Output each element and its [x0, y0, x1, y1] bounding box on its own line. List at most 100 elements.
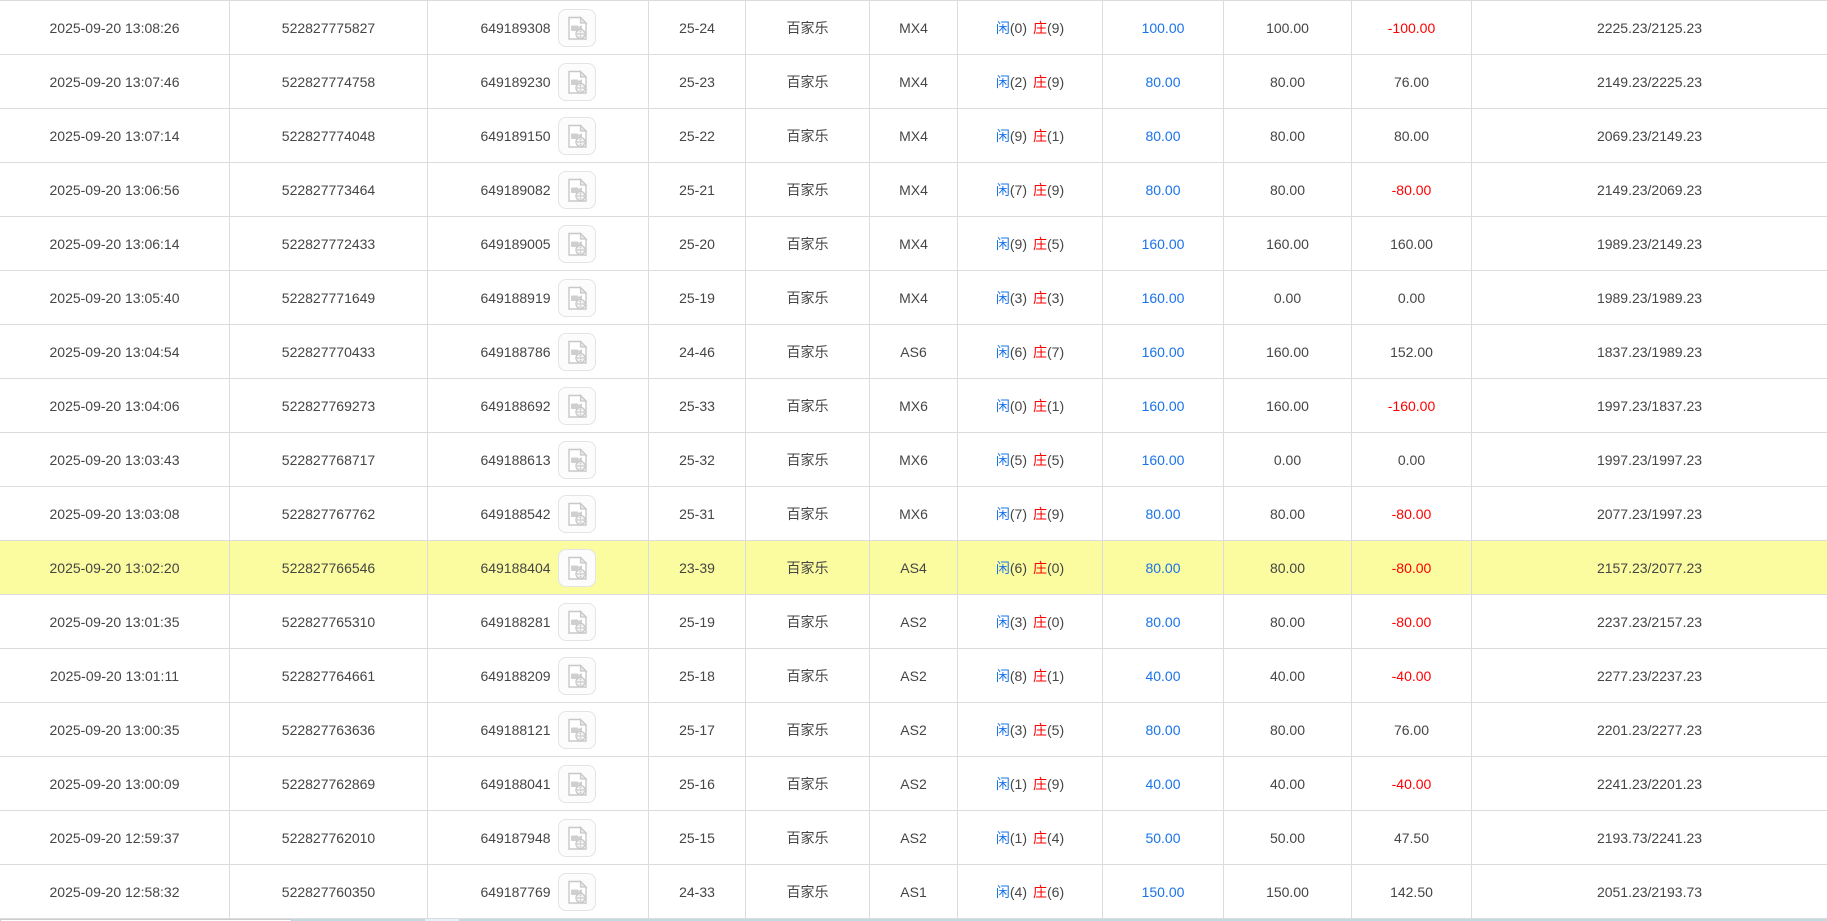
- video-replay-button[interactable]: [557, 278, 596, 317]
- cell-result: 闲 (0) 庄 (1): [958, 379, 1103, 432]
- player-score: (0): [1009, 19, 1027, 36]
- banker-label: 庄: [1033, 667, 1047, 684]
- banker-label: 庄: [1033, 829, 1047, 846]
- cell-table-code: MX6: [870, 433, 958, 486]
- player-label: 闲: [995, 181, 1010, 198]
- video-replay-button[interactable]: [557, 602, 596, 641]
- cell-game-name: 百家乐: [746, 595, 870, 648]
- cell-result: 闲 (6) 庄 (7): [958, 325, 1103, 378]
- video-replay-button[interactable]: [557, 224, 596, 263]
- cell-win-loss: 76.00: [1352, 703, 1472, 756]
- table-row[interactable]: 2025-09-20 13:01:11 522827764661 649188209…: [0, 649, 1827, 703]
- cell-order-no: 522827765310: [230, 595, 428, 648]
- cell-balance-value: 2277.23/2237.23: [1596, 667, 1703, 684]
- video-replay-button[interactable]: [557, 116, 596, 155]
- video-replay-button[interactable]: [557, 332, 596, 371]
- cell-valid-bet-value: 0.00: [1273, 451, 1302, 468]
- table-row[interactable]: 2025-09-20 13:07:14 522827774048 649189150…: [0, 109, 1827, 163]
- video-replay-button[interactable]: [557, 764, 596, 803]
- cell-valid-bet-value: 50.00: [1269, 829, 1306, 846]
- cell-time: 2025-09-20 13:00:09: [0, 757, 230, 810]
- cell-game-no: 649189005: [428, 217, 649, 270]
- banker-label: 庄: [1033, 73, 1047, 90]
- cell-bet-amount-value: 80.00: [1145, 181, 1181, 198]
- cell-round: 25-33: [649, 379, 746, 432]
- video-replay-button[interactable]: [557, 386, 596, 425]
- cell-bet-amount: 80.00: [1103, 487, 1224, 540]
- win-loss-value: 76.00: [1393, 73, 1430, 90]
- video-replay-button[interactable]: [557, 818, 596, 857]
- cell-result: 闲 (9) 庄 (5): [958, 217, 1103, 270]
- cell-bet-amount: 50.00: [1103, 811, 1224, 864]
- cell-table-code: AS2: [870, 811, 958, 864]
- table-row[interactable]: 2025-09-20 13:04:06 522827769273 649188692…: [0, 379, 1827, 433]
- cell-bet-amount-value: 40.00: [1145, 667, 1181, 684]
- table-row[interactable]: 2025-09-20 12:59:37 522827762010 649187948…: [0, 811, 1827, 865]
- video-replay-button[interactable]: [557, 710, 596, 749]
- cell-balance-value: 2193.73/2241.23: [1596, 829, 1703, 846]
- cell-win-loss: 0.00: [1352, 433, 1472, 486]
- cell-order-no: 522827763636: [230, 703, 428, 756]
- video-replay-button[interactable]: [557, 440, 596, 479]
- table-row[interactable]: 2025-09-20 13:04:54 522827770433 649188786…: [0, 325, 1827, 379]
- cell-order-no-value: 522827771649: [281, 289, 376, 306]
- banker-score: (1): [1047, 397, 1065, 414]
- game-number: 649188404: [480, 559, 551, 576]
- cell-bet-amount-value: 80.00: [1145, 721, 1181, 738]
- cell-bet-amount-value: 80.00: [1145, 613, 1181, 630]
- cell-balance-value: 2069.23/2149.23: [1596, 127, 1703, 144]
- cell-table-code: MX4: [870, 55, 958, 108]
- video-replay-button[interactable]: [557, 494, 596, 533]
- video-replay-button[interactable]: [557, 62, 596, 101]
- video-file-icon: [567, 501, 587, 526]
- table-row[interactable]: 2025-09-20 13:03:08 522827767762 649188542…: [0, 487, 1827, 541]
- win-loss-value: -80.00: [1391, 559, 1432, 576]
- cell-result: 闲 (3) 庄 (5): [958, 703, 1103, 756]
- table-row[interactable]: 2025-09-20 13:08:26 522827775827 649189308…: [0, 1, 1827, 55]
- cell-bet-amount-value: 80.00: [1145, 505, 1181, 522]
- video-replay-button[interactable]: [557, 548, 596, 587]
- cell-game-name: 百家乐: [746, 217, 870, 270]
- cell-table-code-value: MX6: [899, 505, 928, 522]
- cell-order-no: 522827764661: [230, 649, 428, 702]
- cell-valid-bet: 80.00: [1224, 109, 1352, 162]
- banker-score: (9): [1047, 19, 1065, 36]
- video-replay-button[interactable]: [557, 170, 596, 209]
- player-label: 闲: [995, 73, 1010, 90]
- cell-order-no: 522827762869: [230, 757, 428, 810]
- table-row[interactable]: 2025-09-20 12:58:32 522827760350 649187769…: [0, 865, 1827, 919]
- table-row[interactable]: 2025-09-20 13:06:56 522827773464 649189082…: [0, 163, 1827, 217]
- cell-result: 闲 (8) 庄 (1): [958, 649, 1103, 702]
- cell-bet-amount-value: 80.00: [1145, 559, 1181, 576]
- video-file-icon: [567, 285, 587, 310]
- player-score: (9): [1009, 127, 1027, 144]
- cell-game-name: 百家乐: [746, 379, 870, 432]
- banker-score: (3): [1047, 289, 1065, 306]
- cell-balance: 2277.23/2237.23: [1472, 649, 1827, 702]
- table-row[interactable]: 2025-09-20 13:07:46 522827774758 649189230…: [0, 55, 1827, 109]
- cell-valid-bet: 80.00: [1224, 595, 1352, 648]
- cell-round: 25-32: [649, 433, 746, 486]
- cell-order-no-value: 522827766546: [281, 559, 376, 576]
- table-row[interactable]: 2025-09-20 13:02:20 522827766546 649188404…: [0, 541, 1827, 595]
- game-number: 649188786: [480, 343, 551, 360]
- video-replay-button[interactable]: [557, 656, 596, 695]
- video-replay-button[interactable]: [557, 8, 596, 47]
- banker-score: (1): [1047, 127, 1065, 144]
- table-row[interactable]: 2025-09-20 13:00:35 522827763636 649188121…: [0, 703, 1827, 757]
- footer-left-box: [0, 919, 292, 921]
- cell-balance-value: 1989.23/1989.23: [1596, 289, 1703, 306]
- table-row[interactable]: 2025-09-20 13:00:09 522827762869 649188041…: [0, 757, 1827, 811]
- video-replay-button[interactable]: [557, 872, 596, 911]
- player-label: 闲: [995, 667, 1010, 684]
- banker-score: (5): [1047, 451, 1065, 468]
- table-row[interactable]: 2025-09-20 13:01:35 522827765310 649188281…: [0, 595, 1827, 649]
- cell-order-no: 522827770433: [230, 325, 428, 378]
- cell-balance-value: 2237.23/2157.23: [1596, 613, 1703, 630]
- table-row[interactable]: 2025-09-20 13:05:40 522827771649 649188919…: [0, 271, 1827, 325]
- cell-win-loss: 47.50: [1352, 811, 1472, 864]
- table-row[interactable]: 2025-09-20 13:06:14 522827772433 649189005…: [0, 217, 1827, 271]
- cell-game-no: 649188692: [428, 379, 649, 432]
- cell-valid-bet-value: 150.00: [1266, 883, 1309, 900]
- table-row[interactable]: 2025-09-20 13:03:43 522827768717 649188613…: [0, 433, 1827, 487]
